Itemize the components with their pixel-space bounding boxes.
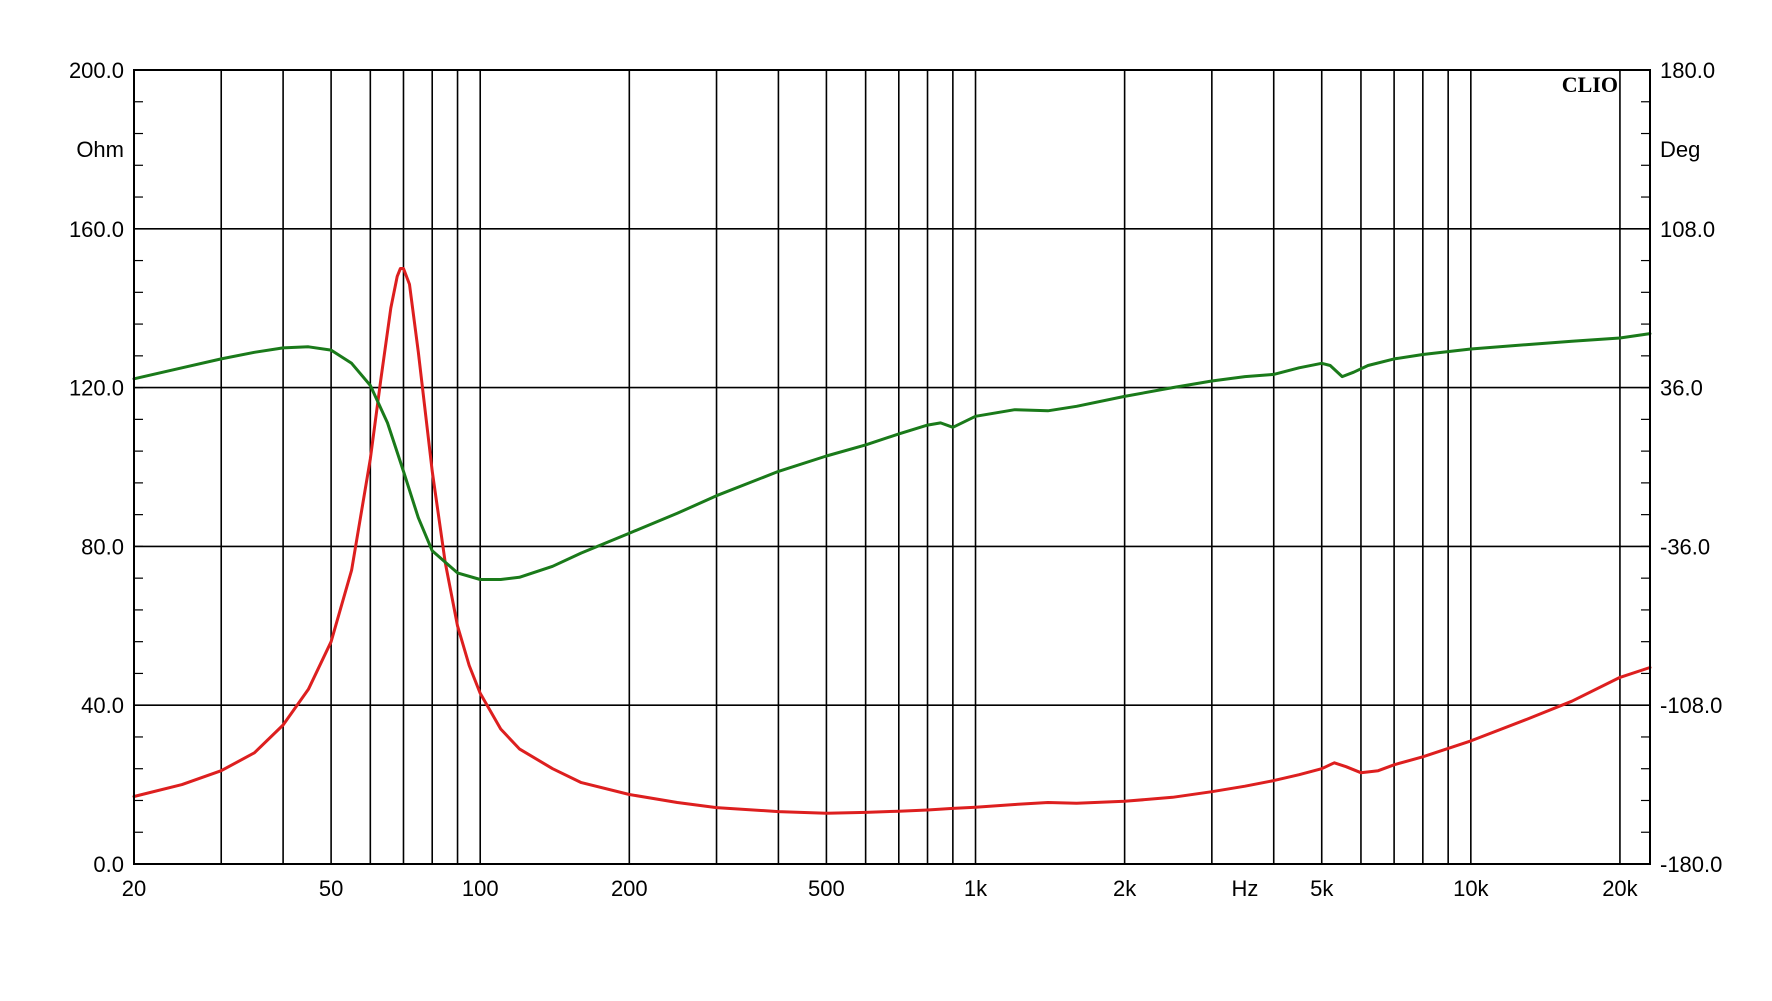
phase-series-line xyxy=(132,332,1652,581)
y-left-tick-label: 120.0 xyxy=(69,376,124,401)
y-right-tick-label: -108.0 xyxy=(1660,693,1722,718)
impedance-series-line xyxy=(132,267,1652,815)
y-left-tick-label: 0.0 xyxy=(93,852,124,877)
x-tick-label: 200 xyxy=(611,876,648,901)
y-right-tick-label: -180.0 xyxy=(1660,852,1722,877)
y-right-tick-label: 180.0 xyxy=(1660,58,1715,83)
y-left-tick-label: 200.0 xyxy=(69,58,124,83)
x-tick-label: 50 xyxy=(319,876,343,901)
y-right-unit-label: Deg xyxy=(1660,137,1700,162)
x-unit-label: Hz xyxy=(1232,876,1259,901)
tick-labels: 20 50 100 200 500 1k 2k 5k 10k 20k 0.0 40.0 80.0 120.… xyxy=(69,58,1722,901)
y-right-tick-label: 108.0 xyxy=(1660,217,1715,242)
clio-logo: CLIO xyxy=(1562,72,1618,97)
y-left-unit-label: Ohm xyxy=(76,137,124,162)
x-tick-label: 1k xyxy=(964,876,988,901)
x-tick-label: 10k xyxy=(1453,876,1489,901)
plot-frame xyxy=(133,69,1651,865)
x-tick-label: 20 xyxy=(122,876,146,901)
axis-ticks xyxy=(134,69,1650,865)
x-tick-label: 5k xyxy=(1310,876,1334,901)
series xyxy=(132,267,1652,815)
x-tick-label: 500 xyxy=(808,876,845,901)
y-left-tick-label: 160.0 xyxy=(69,217,124,242)
y-right-tick-label: 36.0 xyxy=(1660,376,1703,401)
x-tick-label: 2k xyxy=(1113,876,1137,901)
y-left-tick-label: 40.0 xyxy=(81,693,124,718)
x-tick-label: 20k xyxy=(1602,876,1638,901)
x-tick-label: 100 xyxy=(462,876,499,901)
y-right-tick-label: -36.0 xyxy=(1660,534,1710,559)
grid xyxy=(134,70,1650,864)
y-left-tick-label: 80.0 xyxy=(81,534,124,559)
